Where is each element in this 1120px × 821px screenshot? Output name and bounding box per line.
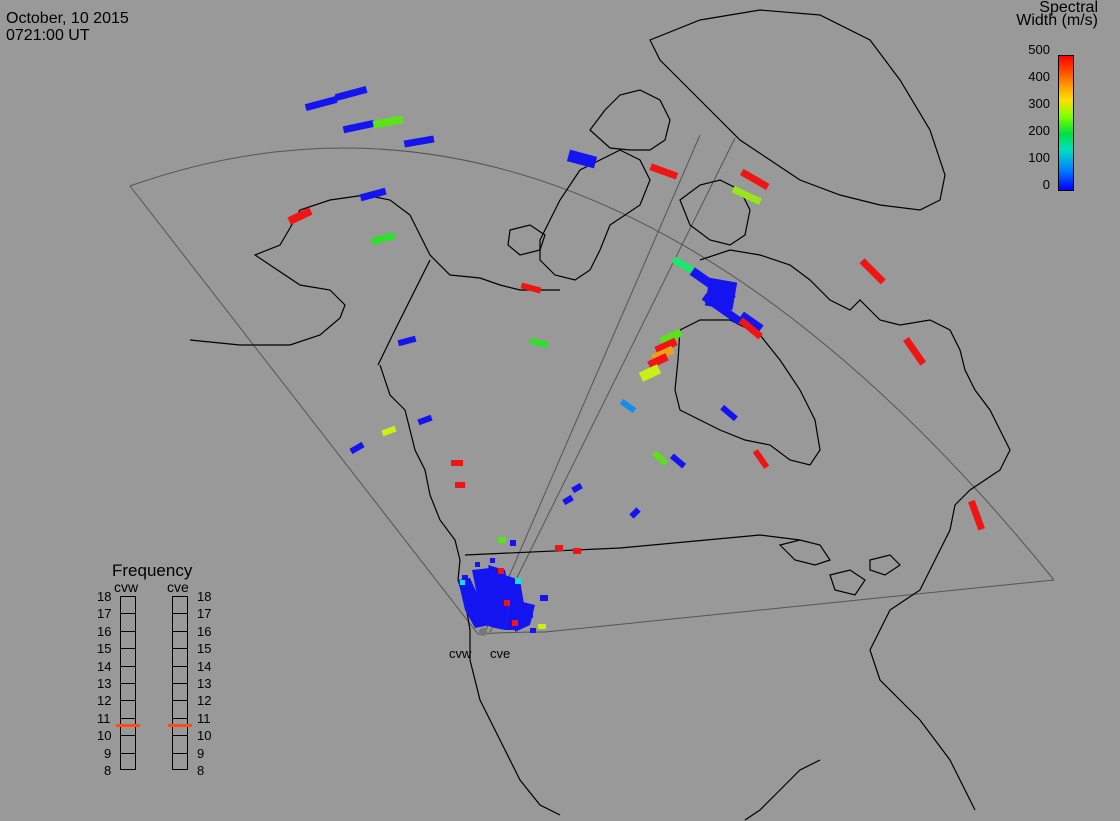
colorbar-tick-100: 100	[1028, 150, 1050, 165]
radar-scatter-cells	[287, 85, 985, 554]
colorbar-tick-300: 300	[1028, 96, 1050, 111]
frequency-tick-left: 8	[104, 763, 112, 778]
frequency-tick-left: 14	[97, 658, 112, 674]
frequency-scale-cell	[173, 684, 187, 702]
site-label-cve: cve	[490, 646, 511, 661]
frequency-scale-cell	[173, 614, 187, 632]
frequency-tick-left: 11	[97, 710, 111, 726]
frequency-scale-cell	[173, 736, 187, 754]
frequency-tick-left: 12	[97, 693, 112, 709]
frequency-tick-right: 18	[197, 589, 212, 604]
frequency-scale-cvw	[120, 596, 136, 770]
frequency-tick-left: 10	[97, 728, 112, 744]
frequency-scale-cell	[121, 754, 135, 771]
colorbar-tick-400: 400	[1028, 69, 1050, 84]
frequency-tick-left: 17	[97, 606, 112, 622]
frequency-scale-cell	[121, 632, 135, 650]
frequency-marker-cvw	[116, 723, 140, 727]
frequency-tick-left: 18	[97, 589, 112, 604]
frequency-scale-cell	[121, 614, 135, 632]
near-radar-cells	[458, 558, 548, 633]
frequency-scale-cell	[121, 597, 135, 615]
frequency-title: Frequency	[112, 561, 193, 580]
site-label-cvw: cvw	[449, 646, 472, 661]
frequency-scale-cell	[173, 597, 187, 615]
frequency-tick-left: 16	[97, 623, 112, 639]
colorbar-title-line2: Width (m/s)	[1016, 12, 1098, 29]
frequency-radar-label-cve: cve	[167, 579, 189, 595]
colorbar-tick-0: 0	[1042, 177, 1050, 192]
frequency-scale-cell	[173, 632, 187, 650]
colorbar-title-line1: Spectral	[1039, 0, 1098, 16]
frequency-scale-cell	[121, 649, 135, 667]
frequency-scale-cell	[173, 667, 187, 684]
frequency-scale-cve	[172, 596, 188, 770]
frequency-tick-left: 9	[104, 745, 112, 761]
colorbar-tick-200: 200	[1028, 123, 1050, 138]
coastline	[189, 9, 1011, 821]
frequency-tick-right: 10	[197, 728, 212, 744]
frequency-scale-cell	[173, 701, 187, 719]
frequency-scale-cell	[121, 719, 135, 737]
frequency-tick-left: 15	[97, 641, 112, 657]
frequency-scale-cell	[121, 684, 135, 702]
frequency-radar-label-cvw: cvw	[114, 579, 139, 595]
frequency-scale-cell	[121, 667, 135, 684]
frequency-tick-right: 14	[197, 658, 212, 674]
colorbar-gradient	[1058, 55, 1074, 191]
date-label: October, 10 2015	[6, 10, 129, 27]
frequency-tick-right: 12	[197, 693, 212, 709]
frequency-tick-right: 15	[197, 641, 212, 657]
frequency-tick-right: 8	[197, 763, 205, 778]
frequency-tick-right: 9	[197, 745, 205, 761]
colorbar-tick-500: 500	[1028, 42, 1050, 57]
frequency-marker-cve	[168, 723, 192, 727]
frequency-scale-cell	[173, 649, 187, 667]
time-label: 0721:00 UT	[6, 27, 90, 44]
frequency-tick-left: 13	[97, 676, 112, 691]
frequency-scale-cell	[173, 719, 187, 737]
radar-site-marker	[479, 628, 487, 636]
frequency-tick-right: 16	[197, 623, 212, 639]
frequency-scale-cell	[121, 701, 135, 719]
frequency-scale-cell	[173, 754, 187, 771]
frequency-tick-right: 13	[197, 676, 212, 691]
near-radar-accent-cells	[460, 568, 546, 629]
frequency-scale-cell	[121, 736, 135, 754]
frequency-tick-right: 17	[197, 606, 212, 622]
field-of-view-outline	[129, 134, 1055, 635]
frequency-tick-right: 11	[197, 710, 211, 726]
